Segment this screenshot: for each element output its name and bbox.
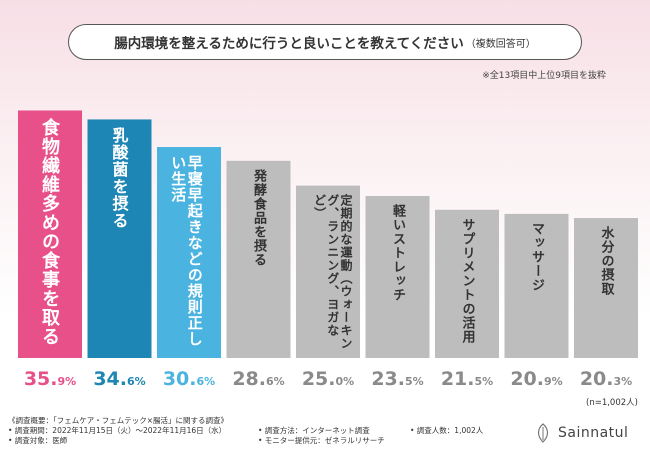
brand-logo: Sainnatul [532, 422, 628, 444]
value-int: 28. [232, 368, 266, 390]
value-dec: 9 [543, 375, 552, 388]
value-int: 25. [301, 368, 336, 390]
value-label: 20.9% [505, 368, 569, 390]
brand-name: Sainnatul [558, 425, 629, 441]
bar-2 [87, 119, 152, 358]
value-unit: % [551, 375, 563, 388]
bar-category-label: 乳酸菌を摂る [109, 127, 129, 230]
bar-category-label: 定期的な運動（ウォーキング、ランニング、ヨガなど） [312, 193, 353, 350]
bar-4 [226, 160, 291, 358]
question-text: 腸内環境を整えるために行うと良いことを教えてください [114, 36, 464, 52]
value-unit: % [621, 375, 633, 388]
value-label: 23.5% [366, 368, 430, 390]
bar-category-label: 食物繊維多めの食事を取る [38, 118, 60, 347]
value-dec: 0 [335, 375, 344, 388]
value-dec: 5 [404, 375, 413, 388]
bar-5 [296, 185, 360, 358]
question-suffix: （複数回答可） [465, 38, 536, 50]
value-dec: 5 [474, 375, 483, 388]
value-int: 21. [440, 368, 475, 390]
value-int: 20. [579, 368, 614, 390]
bar-6 [365, 195, 430, 358]
bar-1 [18, 110, 82, 359]
value-int: 23. [371, 368, 405, 390]
survey-provider-line: • モニター提供元：ゼネラルリサーチ [258, 436, 385, 445]
bar-category-label: 発酵食品を摂る [250, 168, 266, 267]
bar-category-label: サプリメントの活用 [459, 217, 475, 344]
survey-method-line: • 調査方法：インターネット調査 [258, 426, 370, 435]
value-label: 25.0% [296, 368, 360, 390]
value-unit: % [273, 375, 285, 388]
value-label: 20.3% [574, 368, 638, 390]
survey-overview: 《調査概要：「フェムケア・フェムテック×腸活」に関する調査》 • 調査期間：20… [8, 416, 228, 446]
survey-count: • 調査人数：1,002人 [410, 426, 483, 436]
bar-chart [18, 110, 638, 359]
survey-target: • 調査対象：医師 [8, 436, 68, 445]
bar-9 [574, 218, 638, 358]
value-unit: % [204, 375, 216, 388]
value-dec: 6 [196, 375, 205, 388]
leaf-icon [537, 423, 549, 443]
bar-category-label: 水分の摂取 [598, 226, 614, 297]
value-label: 34.6% [88, 368, 152, 390]
bar-category-label: マッサージ [528, 221, 544, 292]
value-dec: 9 [57, 375, 66, 388]
value-label: 21.5% [435, 368, 499, 390]
value-dec: 3 [613, 375, 622, 388]
survey-count-line: • 調査人数：1,002人 [410, 426, 484, 435]
value-label: 35.9% [18, 368, 82, 390]
value-dec: 6 [126, 375, 135, 388]
value-dec: 6 [265, 375, 274, 388]
selection-note: ※全13項目中上位9項目を抜粋 [482, 71, 606, 81]
survey-method: • 調査方法：インターネット調査 • モニター提供元：ゼネラルリサーチ [258, 426, 385, 446]
value-int: 30. [162, 368, 197, 390]
footer: 《調査概要：「フェムケア・フェムテック×腸活」に関する調査》 • 調査期間：20… [0, 412, 650, 450]
sample-size-note: (n=1,002人) [586, 398, 638, 408]
bar-8 [504, 213, 569, 358]
bar-7 [435, 209, 499, 358]
value-unit: % [65, 375, 77, 388]
bar-category-label: 軽いストレッチ [389, 203, 405, 302]
survey-period: • 調査期間：2022年11月15日（火）～2022年11月16日（水） [8, 426, 227, 435]
value-unit: % [343, 375, 355, 388]
value-label: 30.6% [157, 368, 221, 390]
survey-title: 《調査概要：「フェムケア・フェムテック×腸活」に関する調査》 [8, 416, 229, 425]
value-int: 20. [510, 368, 544, 390]
question-box: 腸内環境を整えるために行うと良いことを教えてください （複数回答可） [68, 24, 582, 60]
value-unit: % [134, 375, 146, 388]
bar-category-label: 早寝早起きなどの規則正しい生活 [169, 155, 204, 348]
value-unit: % [412, 375, 424, 388]
value-int: 35. [23, 368, 58, 390]
value-unit: % [482, 375, 494, 388]
value-int: 34. [93, 368, 127, 390]
bar-3 [157, 147, 221, 358]
value-label: 28.6% [227, 368, 291, 390]
